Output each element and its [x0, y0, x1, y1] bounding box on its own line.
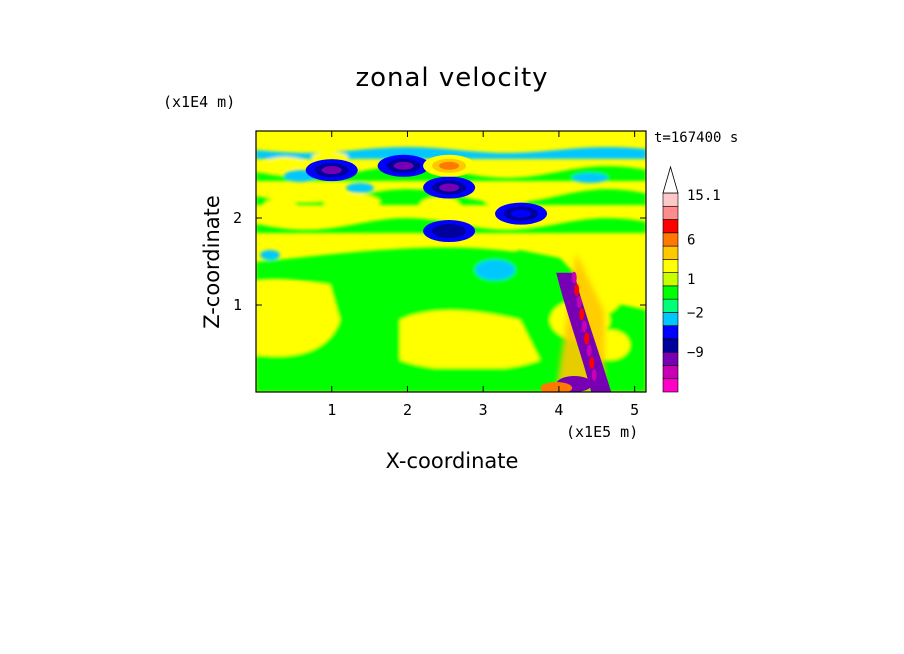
x-axis: 1 2 3 4 5: [327, 131, 639, 419]
field-band: [256, 147, 646, 159]
colorbar-tick-label: −9: [687, 345, 704, 361]
plot-frame: [255, 130, 647, 393]
colorbar-cell: [662, 272, 679, 287]
field-patch: [260, 250, 280, 260]
colorbar-extend: [662, 165, 679, 194]
colorbar-cell: [662, 351, 679, 366]
field-patch: [572, 173, 608, 183]
wave-zone-cell: [589, 356, 595, 369]
positive_core: [439, 161, 460, 170]
colorbar-cell: [662, 365, 679, 380]
wave-zone-positive: [540, 382, 573, 392]
colorbar-cell: [662, 338, 679, 353]
colorbar-cell: [662, 192, 679, 207]
negative_core: [321, 166, 342, 175]
x-tick-label: 5: [630, 401, 639, 419]
field-patch: [312, 152, 348, 162]
colorbar-cell: [662, 232, 679, 247]
field-patch: [265, 157, 305, 169]
colorbar-cell: [662, 285, 679, 300]
colorbar-tick-label: −2: [687, 305, 704, 321]
x-tick-label: 3: [479, 401, 488, 419]
chart-title: zonal velocity: [355, 63, 548, 93]
wave-zone-cell: [591, 368, 597, 381]
field-band: [256, 368, 556, 392]
wave-zone-cell: [579, 308, 585, 321]
negative_core: [393, 161, 414, 170]
time-label: t=167400 s: [654, 130, 738, 146]
field-band: [256, 283, 340, 357]
colorbar-tick-label: 6: [687, 232, 695, 248]
field-patch: [346, 183, 374, 193]
field-patch: [475, 260, 515, 280]
colorbar-cell: [662, 219, 679, 234]
colorbar-cell: [662, 378, 679, 393]
x-tick-label: 2: [403, 401, 412, 419]
negative_core: [439, 227, 460, 236]
y-tick-label: 2: [233, 209, 242, 227]
negative_core: [439, 183, 460, 192]
field-patch: [324, 194, 380, 210]
colorbar-tick-label: 1: [687, 272, 695, 288]
wave-zone-cell: [576, 296, 582, 309]
colorbar-cell: [662, 298, 679, 313]
colorbar-cell: [662, 259, 679, 273]
wave-zone-cell: [581, 320, 587, 333]
wave-zone-cell: [584, 332, 590, 345]
wave-zone-negative: [556, 272, 612, 392]
wave-zone: [540, 252, 612, 392]
field-band: [256, 247, 540, 300]
wave-zone-cell: [571, 271, 577, 284]
colorbar-cell: [662, 312, 679, 326]
colorbar-cell: [662, 245, 679, 260]
y-unit-label: (x1E4 m): [163, 93, 235, 111]
x-axis-label: X-coordinate: [386, 449, 519, 473]
y-axis: 12: [233, 209, 646, 314]
negative_core: [511, 209, 532, 218]
colorbar-cell: [662, 325, 679, 340]
colorbar-tick-label: 15.1: [687, 188, 721, 204]
field-band: [400, 310, 540, 371]
colorbar-cell: [662, 205, 679, 220]
x-tick-label: 4: [554, 401, 563, 419]
field-patch: [264, 199, 296, 211]
x-tick-label: 1: [327, 401, 336, 419]
y-tick-label: 1: [233, 296, 242, 314]
y-axis-label: Z-coordinate: [200, 195, 224, 329]
wave-zone-cell: [586, 344, 592, 357]
wave-zone-cell: [574, 283, 580, 296]
field-patch: [420, 197, 460, 213]
heatmap-field: [256, 131, 646, 392]
colorbar: 15.1 6 1 −2 −9: [662, 165, 721, 393]
x-unit-label: (x1E5 m): [566, 423, 638, 441]
